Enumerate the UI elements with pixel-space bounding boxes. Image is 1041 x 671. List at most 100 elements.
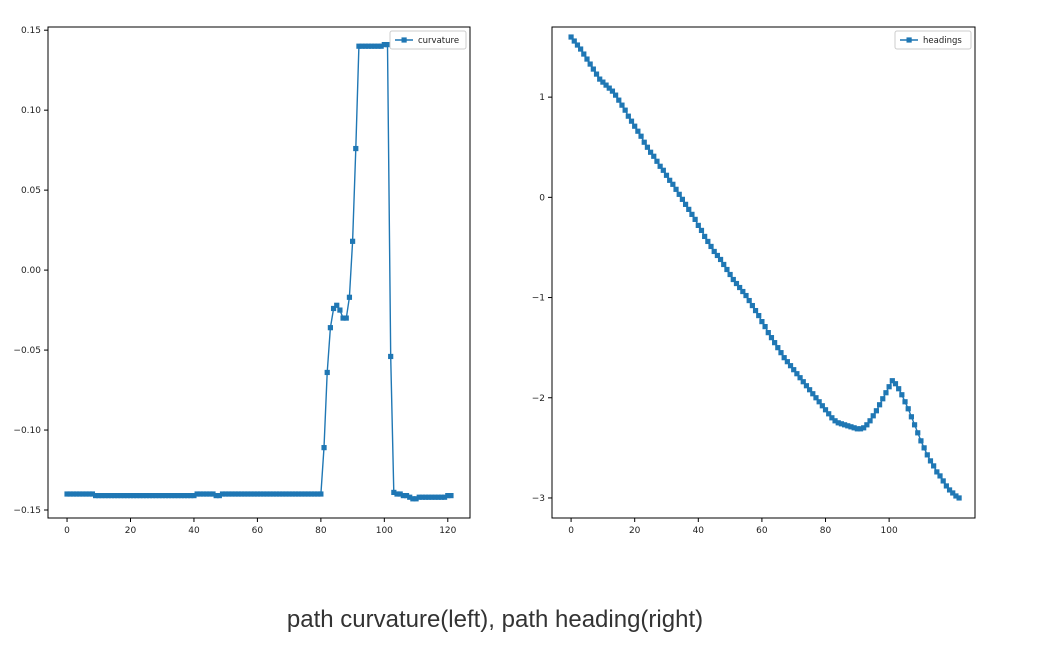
data-point: [714, 252, 720, 259]
data-point: [273, 491, 280, 497]
data-point: [445, 493, 451, 499]
data-point: [105, 493, 111, 499]
data-point: [756, 312, 762, 319]
x-tick-label: 80: [315, 526, 327, 536]
data-point: [568, 34, 574, 40]
data-point: [571, 38, 577, 44]
data-point: [765, 330, 771, 336]
data-point: [118, 493, 124, 499]
data-point: [378, 43, 384, 49]
data-point: [115, 493, 121, 499]
data-point: [861, 425, 867, 431]
data-point: [676, 191, 682, 197]
y-tick-label: −0.05: [13, 346, 41, 356]
data-point: [727, 271, 733, 278]
data-point: [934, 469, 940, 475]
data-point: [391, 489, 397, 496]
data-point: [835, 420, 841, 426]
data-point: [92, 493, 99, 499]
data-point: [346, 294, 353, 300]
data-point: [112, 493, 118, 499]
data-point: [737, 284, 743, 291]
data-point: [886, 384, 892, 390]
data-point: [953, 493, 959, 499]
data-point: [937, 473, 943, 479]
data-point: [768, 335, 775, 341]
data-point: [759, 319, 765, 325]
data-point: [375, 43, 381, 49]
data-point: [667, 177, 673, 183]
data-point: [397, 491, 403, 497]
data-point: [70, 491, 76, 497]
data-point: [778, 350, 784, 356]
data-point: [593, 71, 600, 77]
data-point: [410, 496, 416, 502]
data-point: [600, 79, 606, 85]
data-point: [442, 494, 448, 500]
data-point: [711, 248, 717, 255]
data-point: [108, 493, 115, 499]
data-point: [864, 422, 870, 428]
data-point: [616, 97, 622, 103]
data-point: [679, 196, 685, 202]
data-point: [426, 494, 432, 500]
y-tick-label: −0.10: [13, 426, 41, 436]
data-point: [318, 491, 324, 497]
y-tick-label: −1: [532, 294, 545, 304]
data-point: [603, 82, 609, 88]
data-point: [578, 46, 584, 52]
x-tick-label: 40: [693, 526, 705, 536]
data-point: [743, 292, 749, 299]
data-point: [330, 305, 337, 312]
data-point: [267, 491, 273, 497]
data-point: [641, 139, 647, 145]
data-point: [159, 493, 165, 499]
data-point: [816, 399, 822, 405]
data-point: [413, 496, 419, 502]
x-tick-label: 20: [629, 526, 641, 536]
data-point: [851, 425, 857, 431]
data-point: [946, 487, 953, 493]
data-point: [911, 422, 918, 428]
data-point: [359, 43, 365, 49]
data-point: [232, 491, 238, 497]
data-point: [730, 276, 736, 283]
data-point: [632, 123, 638, 129]
data-point: [908, 414, 914, 420]
data-point: [807, 387, 813, 393]
data-point: [432, 494, 438, 500]
x-tick-label: 120: [439, 526, 456, 536]
curvature-chart: 0 20 40 60 80 100 120 −0.15 −0.10 −0.05 0.00 0.05 0.…: [13, 26, 471, 536]
data-point: [96, 493, 102, 499]
data-point: [619, 102, 625, 108]
data-point: [826, 411, 832, 417]
y-tick-label: 0.15: [21, 26, 41, 36]
data-point: [899, 392, 905, 398]
data-point: [784, 359, 790, 365]
data-point: [800, 379, 806, 385]
plot-frame: [551, 26, 976, 519]
data-point: [429, 494, 435, 500]
data-point: [660, 167, 666, 173]
data-point: [197, 491, 203, 497]
series-line-headings: [570, 36, 960, 499]
data-point: [597, 76, 603, 82]
data-point: [873, 408, 880, 414]
data-point: [892, 381, 899, 387]
data-point: [438, 494, 445, 500]
data-point: [150, 493, 156, 499]
data-point: [99, 493, 105, 499]
data-point: [165, 493, 172, 499]
data-point: [803, 383, 810, 389]
data-point: [289, 491, 295, 497]
y-tick-label: 1: [539, 93, 545, 103]
data-point: [372, 43, 378, 49]
data-point: [889, 378, 895, 384]
data-point: [238, 491, 245, 497]
data-point: [80, 491, 86, 497]
data-point: [219, 491, 226, 497]
data-point: [223, 491, 229, 497]
data-point: [403, 493, 410, 499]
data-point: [248, 491, 254, 497]
data-point: [749, 302, 755, 309]
